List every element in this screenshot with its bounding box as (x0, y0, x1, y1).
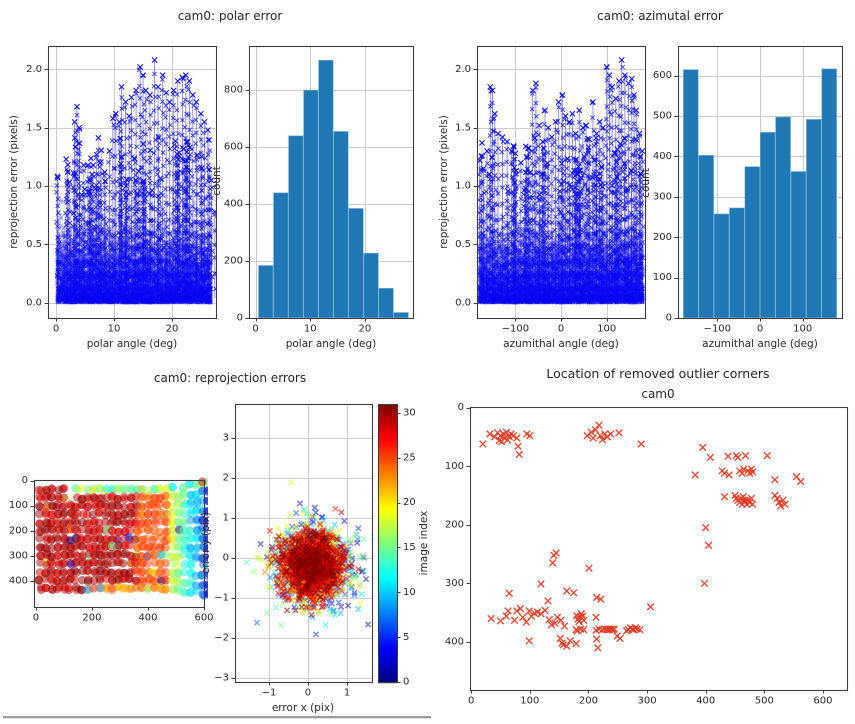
azimuthal-hist-ylabel: count (640, 168, 652, 198)
reprojection-panel-title: cam0: reprojection errors (153, 371, 307, 385)
polar-scatter-ylabel: reprojection error (pixels) (8, 115, 20, 249)
azimuthal-scatter-xlabel: azumithal angle (deg) (503, 338, 619, 350)
error-scatter-xlabel: error x (pix) (271, 702, 335, 714)
azimuthal-scatter-ylabel: reprojection error (pixels) (438, 115, 450, 249)
polar-hist-ylabel: count (211, 166, 223, 196)
azimuthal-panel-title: cam0: azimutal error (597, 9, 723, 23)
azimuthal-hist-xlabel: azumithal angle (deg) (702, 338, 818, 350)
colorbar-label: image index (418, 510, 430, 576)
polar-hist-xlabel: polar angle (deg) (285, 338, 377, 350)
error-scatter-ylabel: error y (pix) (200, 511, 212, 575)
outliers-axes-title: cam0 (641, 387, 675, 401)
outliers-suptitle: Location of removed outlier corners (546, 366, 770, 381)
bottom-divider (3, 716, 431, 719)
polar-panel-title: cam0: polar error (177, 9, 283, 23)
polar-scatter-xlabel: polar angle (deg) (86, 338, 178, 350)
